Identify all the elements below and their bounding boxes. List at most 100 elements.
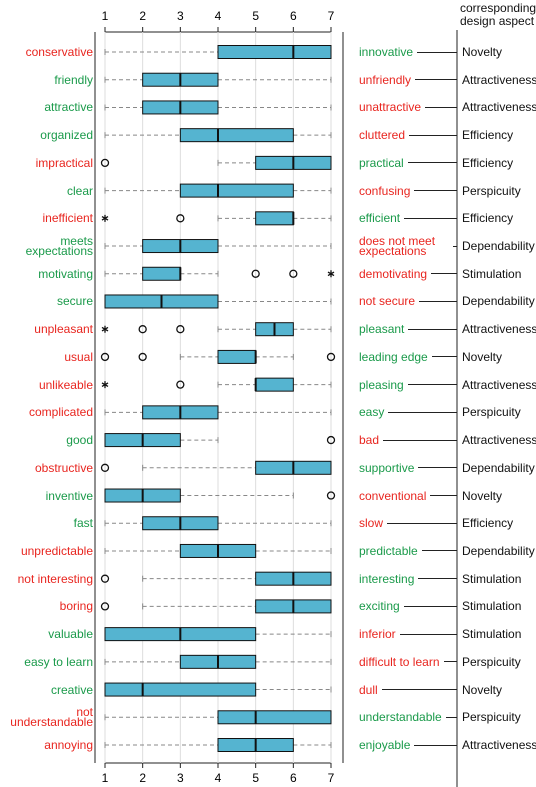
aspect-label: Stimulation bbox=[462, 627, 522, 642]
aspect-label: Dependability bbox=[462, 543, 535, 558]
right-label-row: supportive bbox=[359, 460, 457, 475]
left-label: obstructive bbox=[34, 460, 93, 475]
right-label: confusing bbox=[359, 183, 411, 198]
connector bbox=[418, 467, 457, 469]
left-label: attractive bbox=[44, 100, 93, 115]
right-label-row: innovative bbox=[359, 46, 457, 58]
connector bbox=[453, 245, 457, 247]
connector bbox=[409, 134, 457, 136]
outlier-circle bbox=[326, 435, 336, 445]
outlier-star bbox=[101, 214, 109, 222]
right-label: supportive bbox=[359, 460, 415, 475]
connector bbox=[414, 190, 457, 192]
outlier-circle bbox=[326, 352, 336, 362]
right-label: difficult to learn bbox=[359, 654, 440, 669]
connector bbox=[417, 51, 457, 53]
aspect-label: Attractiveness bbox=[462, 72, 536, 87]
aspect-label: Attractiveness bbox=[462, 738, 536, 752]
outlier-circle bbox=[138, 325, 147, 334]
aspect-label: Dependability bbox=[462, 294, 535, 309]
right-label: understandable bbox=[359, 710, 442, 725]
outlier-circle bbox=[326, 491, 336, 500]
aspect-label: Efficiency bbox=[462, 211, 514, 226]
right-label-row: enjoyable bbox=[359, 738, 457, 752]
x-tick-label: 6 bbox=[290, 771, 297, 785]
connector bbox=[425, 106, 457, 108]
left-label: clear bbox=[66, 183, 93, 198]
connector bbox=[443, 661, 457, 663]
right-label-row: confusing bbox=[359, 183, 457, 198]
x-tick-label: 4 bbox=[215, 9, 222, 23]
outlier-circle bbox=[289, 269, 298, 278]
box bbox=[217, 710, 332, 725]
aspect-label: Stimulation bbox=[462, 571, 522, 586]
connector bbox=[419, 300, 457, 302]
x-tick-label: 3 bbox=[177, 9, 184, 23]
aspect-label: Stimulation bbox=[462, 599, 522, 614]
right-label: leading edge bbox=[359, 349, 428, 364]
x-tick-label: 5 bbox=[252, 9, 259, 23]
right-label-row: pleasing bbox=[359, 377, 457, 392]
right-label: enjoyable bbox=[359, 738, 411, 752]
x-tick-label: 7 bbox=[328, 771, 335, 785]
aspect-label: Perspicuity bbox=[462, 654, 521, 669]
aspect-label: Dependability bbox=[462, 239, 535, 254]
right-label-row: difficult to learn bbox=[359, 654, 457, 669]
right-label-row: does not meet expectations bbox=[359, 234, 457, 259]
left-label: good bbox=[66, 433, 93, 448]
box bbox=[217, 45, 332, 59]
left-label: valuable bbox=[48, 627, 93, 642]
right-label: slow bbox=[359, 516, 384, 531]
connector bbox=[381, 689, 457, 691]
right-label: exciting bbox=[359, 599, 400, 614]
aspect-label: Novelty bbox=[462, 682, 503, 697]
box bbox=[217, 349, 257, 364]
box bbox=[179, 183, 294, 198]
right-label: inferior bbox=[359, 627, 396, 642]
aspect-label: Novelty bbox=[462, 349, 503, 364]
outlier-circle bbox=[100, 574, 110, 583]
aspect-label: Dependability bbox=[462, 460, 535, 475]
left-label: inefficient bbox=[42, 211, 93, 226]
aspect-label: Novelty bbox=[462, 488, 503, 503]
aspect-label: Attractiveness bbox=[462, 100, 536, 115]
right-label-row: practical bbox=[359, 157, 457, 169]
right-label: predictable bbox=[359, 543, 418, 558]
x-tick-label: 7 bbox=[328, 9, 335, 23]
aspect-label: Efficiency bbox=[462, 128, 514, 143]
x-tick-label: 2 bbox=[139, 771, 146, 785]
outlier-circle bbox=[100, 602, 110, 611]
right-label: not secure bbox=[359, 294, 416, 309]
connector bbox=[387, 522, 457, 524]
x-tick-label: 6 bbox=[290, 9, 297, 23]
left-label: conservative bbox=[25, 45, 93, 59]
right-label: conventional bbox=[359, 488, 427, 503]
connector bbox=[430, 495, 457, 497]
right-label: interesting bbox=[359, 571, 415, 586]
left-label: meets expectations bbox=[25, 234, 93, 259]
left-label: boring bbox=[59, 599, 93, 614]
right-label: demotivating bbox=[359, 266, 428, 281]
aspect-label: Perspicuity bbox=[462, 405, 521, 420]
left-label: inventive bbox=[45, 488, 93, 503]
outlier-circle bbox=[176, 325, 185, 334]
x-tick-label: 5 bbox=[252, 771, 259, 785]
left-label: organized bbox=[40, 128, 93, 143]
right-label-row: slow bbox=[359, 516, 457, 531]
right-label-row: interesting bbox=[359, 571, 457, 586]
right-label-row: inferior bbox=[359, 627, 457, 642]
right-label: unattractive bbox=[359, 100, 422, 115]
connector bbox=[408, 328, 457, 330]
connector bbox=[404, 217, 457, 219]
left-label: fast bbox=[73, 516, 93, 531]
right-label: pleasing bbox=[359, 377, 404, 392]
right-label: does not meet expectations bbox=[359, 234, 436, 259]
connector bbox=[431, 356, 457, 358]
right-label-row: demotivating bbox=[359, 266, 457, 281]
left-label: unlikeable bbox=[38, 377, 93, 392]
right-label-row: pleasant bbox=[359, 323, 457, 335]
outlier-circle bbox=[176, 380, 185, 389]
right-label-row: exciting bbox=[359, 599, 457, 614]
right-label-row: efficient bbox=[359, 212, 457, 224]
